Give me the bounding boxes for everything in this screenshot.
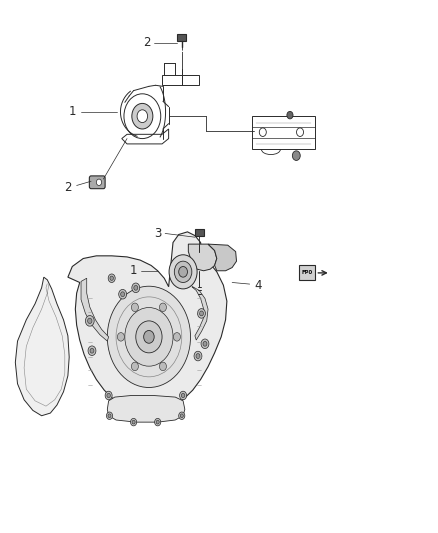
Circle shape	[132, 103, 153, 129]
Circle shape	[137, 110, 148, 123]
Circle shape	[194, 351, 202, 361]
Text: 1: 1	[68, 106, 76, 118]
Circle shape	[181, 393, 185, 398]
Circle shape	[156, 420, 159, 424]
Circle shape	[134, 286, 138, 290]
Circle shape	[179, 266, 187, 277]
Polygon shape	[81, 278, 109, 341]
Circle shape	[105, 391, 112, 400]
Circle shape	[108, 414, 111, 418]
Text: 3: 3	[154, 227, 161, 240]
FancyBboxPatch shape	[177, 34, 186, 41]
Circle shape	[144, 330, 154, 343]
Circle shape	[293, 151, 300, 160]
Circle shape	[131, 418, 137, 426]
Text: 1: 1	[130, 264, 138, 277]
Circle shape	[117, 333, 124, 341]
Circle shape	[159, 362, 166, 370]
Text: 2: 2	[64, 181, 72, 194]
Circle shape	[174, 261, 192, 282]
Circle shape	[108, 274, 115, 282]
Text: 4: 4	[254, 279, 262, 292]
Circle shape	[196, 354, 200, 358]
Polygon shape	[68, 232, 227, 411]
Circle shape	[85, 316, 94, 326]
Circle shape	[201, 339, 209, 349]
Circle shape	[287, 111, 293, 119]
Circle shape	[179, 412, 185, 419]
Circle shape	[121, 292, 125, 296]
Circle shape	[90, 349, 94, 353]
Circle shape	[110, 276, 113, 280]
Circle shape	[159, 303, 166, 312]
Text: FPO: FPO	[301, 270, 313, 276]
Circle shape	[96, 179, 102, 185]
Circle shape	[119, 289, 127, 299]
FancyBboxPatch shape	[195, 229, 204, 236]
Circle shape	[131, 303, 138, 312]
Polygon shape	[208, 244, 237, 271]
Circle shape	[131, 362, 138, 370]
FancyBboxPatch shape	[299, 265, 315, 280]
Circle shape	[203, 341, 207, 346]
Circle shape	[180, 414, 183, 418]
Text: 2: 2	[143, 36, 151, 49]
Circle shape	[88, 318, 92, 324]
Polygon shape	[15, 277, 69, 416]
Circle shape	[155, 418, 161, 426]
Circle shape	[198, 309, 205, 318]
Circle shape	[200, 311, 203, 316]
Polygon shape	[107, 395, 185, 422]
Circle shape	[173, 333, 180, 341]
Polygon shape	[188, 244, 217, 271]
Circle shape	[106, 412, 113, 419]
Circle shape	[132, 420, 135, 424]
Polygon shape	[192, 287, 208, 340]
FancyBboxPatch shape	[89, 176, 105, 189]
Circle shape	[107, 393, 110, 398]
Circle shape	[259, 128, 266, 136]
Circle shape	[107, 286, 191, 387]
Circle shape	[180, 391, 187, 400]
Circle shape	[169, 255, 197, 289]
Circle shape	[297, 128, 304, 136]
Circle shape	[136, 321, 162, 353]
Circle shape	[132, 283, 140, 293]
Circle shape	[125, 308, 173, 366]
Circle shape	[88, 346, 96, 356]
